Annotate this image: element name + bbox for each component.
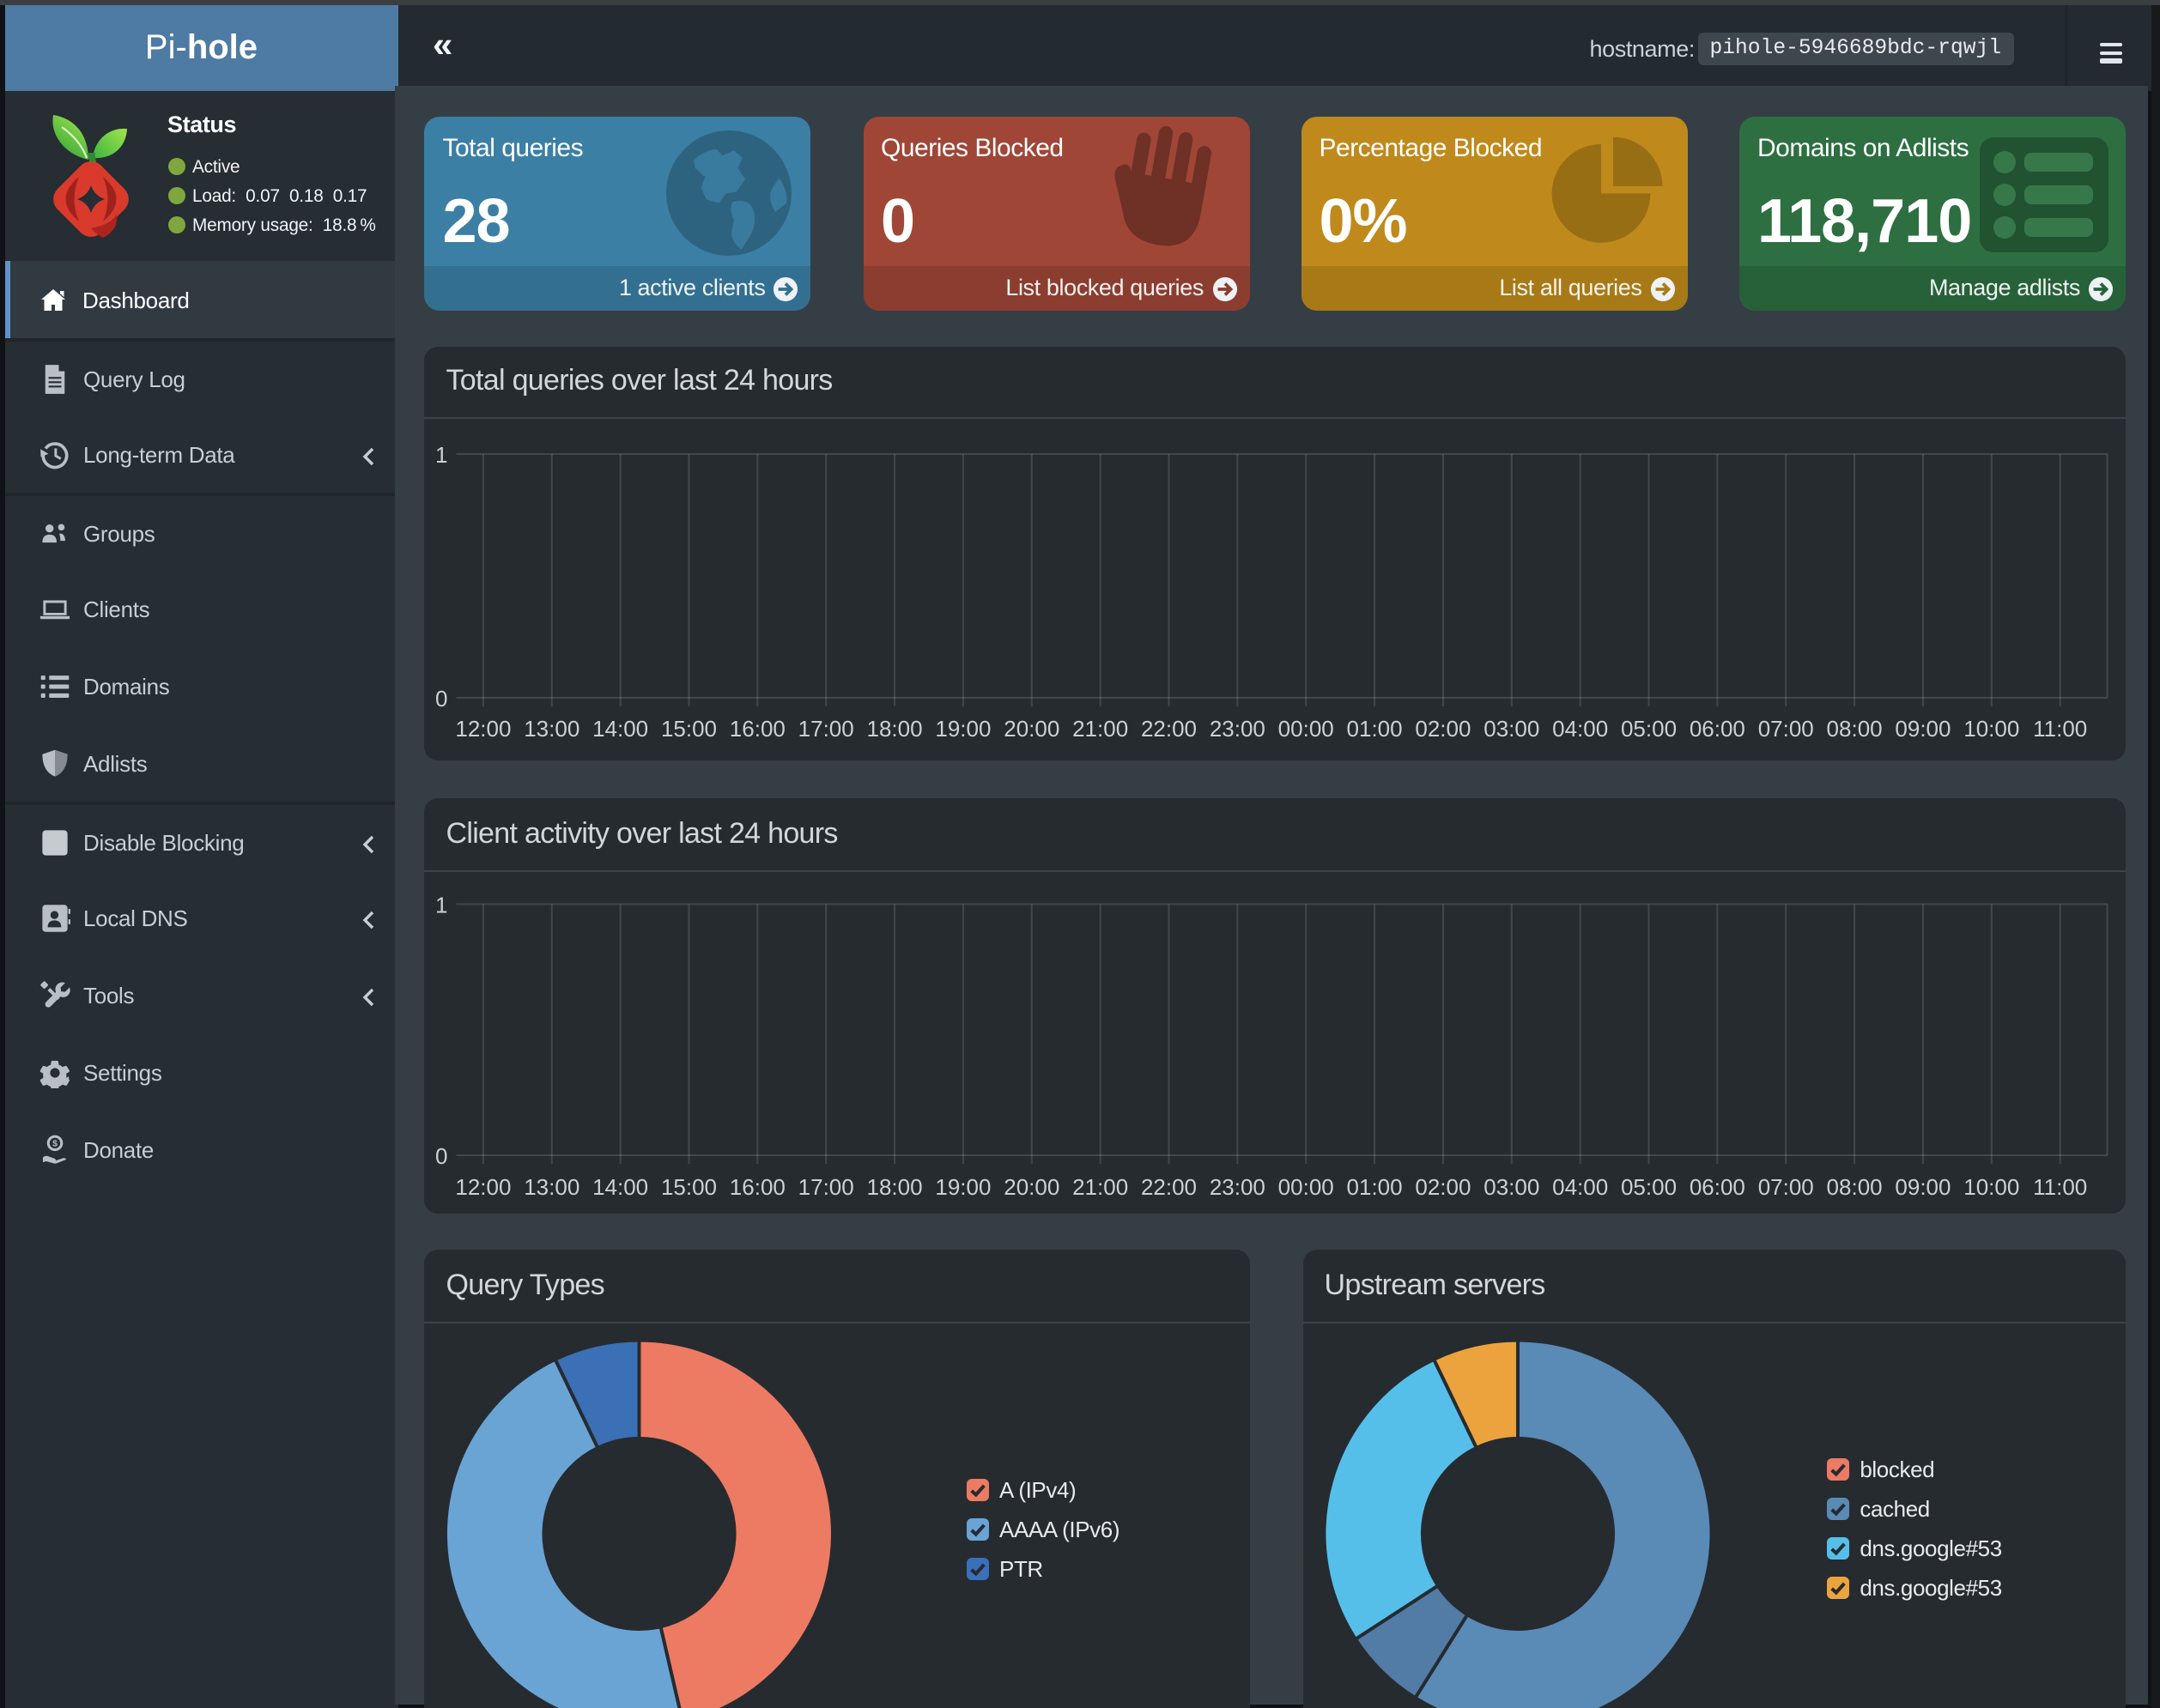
- svg-text:18:00: 18:00: [867, 1174, 923, 1200]
- svg-text:03:00: 03:00: [1484, 715, 1540, 741]
- svg-text:17:00: 17:00: [798, 1174, 854, 1200]
- svg-text:1: 1: [436, 441, 448, 467]
- svg-text:03:00: 03:00: [1484, 1174, 1540, 1200]
- svg-text:08:00: 08:00: [1827, 715, 1883, 741]
- svg-text:02:00: 02:00: [1416, 715, 1471, 741]
- svg-text:$: $: [52, 1138, 57, 1148]
- svg-text:04:00: 04:00: [1553, 715, 1609, 741]
- svg-text:20:00: 20:00: [1004, 1174, 1060, 1200]
- svg-text:12:00: 12:00: [456, 715, 512, 741]
- svg-text:21:00: 21:00: [1073, 715, 1129, 741]
- svg-text:05:00: 05:00: [1621, 1174, 1677, 1200]
- svg-text:1: 1: [436, 892, 448, 918]
- svg-text:19:00: 19:00: [936, 1174, 992, 1200]
- svg-text:17:00: 17:00: [798, 715, 854, 741]
- svg-text:0: 0: [436, 1143, 448, 1169]
- svg-text:09:00: 09:00: [1896, 715, 1951, 741]
- svg-text:14:00: 14:00: [593, 1174, 649, 1200]
- svg-text:04:00: 04:00: [1553, 1174, 1609, 1200]
- svg-text:00:00: 00:00: [1278, 715, 1334, 741]
- svg-text:06:00: 06:00: [1690, 715, 1745, 741]
- svg-text:15:00: 15:00: [661, 1174, 717, 1200]
- svg-text:19:00: 19:00: [936, 715, 992, 741]
- svg-text:18:00: 18:00: [867, 715, 923, 741]
- svg-text:13:00: 13:00: [525, 1174, 580, 1200]
- svg-text:10:00: 10:00: [1964, 1174, 2020, 1200]
- svg-text:20:00: 20:00: [1004, 715, 1060, 741]
- svg-text:05:00: 05:00: [1621, 715, 1677, 741]
- svg-text:01:00: 01:00: [1347, 715, 1403, 741]
- svg-text:10:00: 10:00: [1964, 715, 2020, 741]
- svg-text:06:00: 06:00: [1690, 1174, 1745, 1200]
- svg-text:11:00: 11:00: [2034, 715, 2088, 741]
- svg-text:13:00: 13:00: [525, 715, 580, 741]
- svg-text:16:00: 16:00: [730, 1174, 786, 1200]
- svg-text:16:00: 16:00: [730, 715, 786, 741]
- svg-text:09:00: 09:00: [1896, 1174, 1951, 1200]
- svg-text:15:00: 15:00: [661, 715, 717, 741]
- svg-text:14:00: 14:00: [593, 715, 649, 741]
- svg-text:22:00: 22:00: [1141, 715, 1197, 741]
- svg-text:07:00: 07:00: [1758, 1174, 1814, 1200]
- svg-text:12:00: 12:00: [456, 1174, 512, 1200]
- svg-text:22:00: 22:00: [1141, 1174, 1197, 1200]
- svg-text:11:00: 11:00: [2034, 1174, 2088, 1200]
- svg-text:0: 0: [436, 685, 448, 711]
- svg-text:07:00: 07:00: [1758, 715, 1814, 741]
- svg-text:02:00: 02:00: [1416, 1174, 1471, 1200]
- svg-text:23:00: 23:00: [1210, 1174, 1265, 1200]
- svg-text:23:00: 23:00: [1210, 715, 1265, 741]
- svg-text:00:00: 00:00: [1278, 1174, 1334, 1200]
- svg-text:21:00: 21:00: [1073, 1174, 1129, 1200]
- svg-text:08:00: 08:00: [1827, 1174, 1883, 1200]
- svg-text:01:00: 01:00: [1347, 1174, 1403, 1200]
